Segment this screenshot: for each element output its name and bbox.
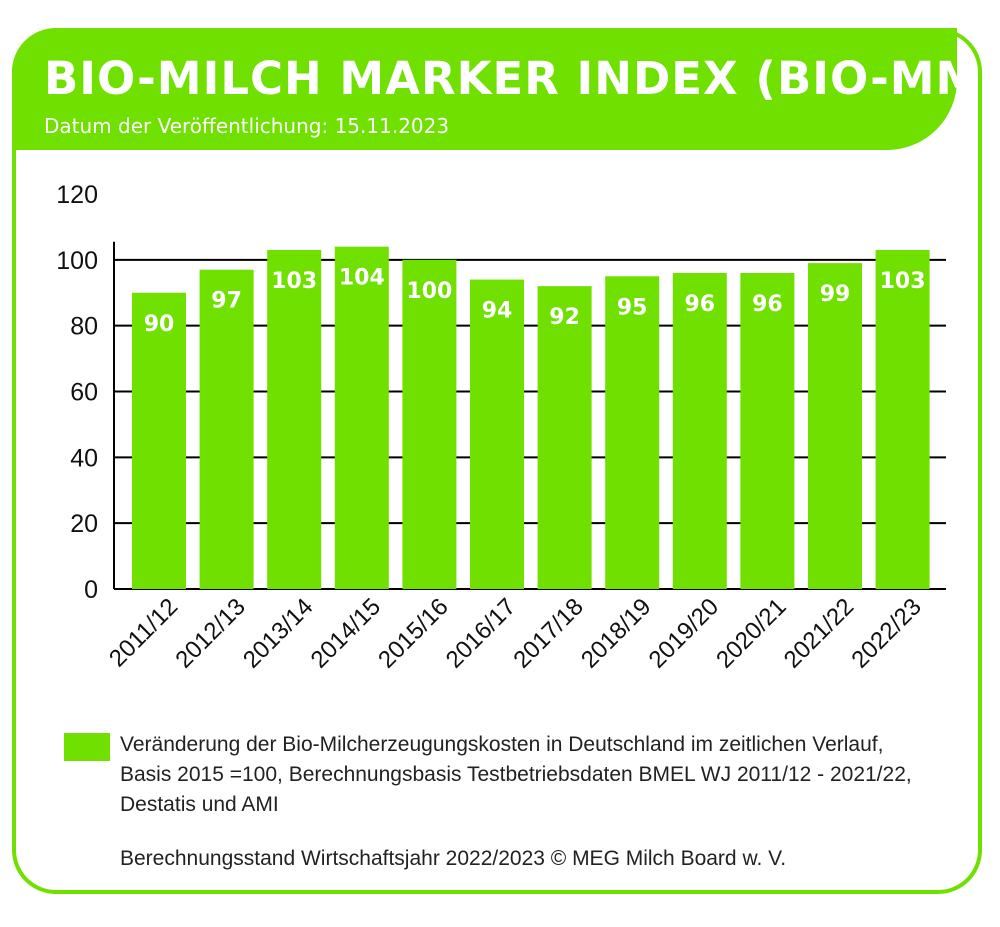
bar: [199, 269, 254, 589]
x-tick-label: 2015/16: [373, 593, 453, 673]
bar: [605, 276, 660, 589]
y-tick-label: 40: [70, 444, 98, 472]
bar-value-label: 103: [271, 269, 317, 294]
x-tick-label: 2020/21: [711, 593, 791, 673]
bar-value-label: 96: [752, 292, 783, 317]
bar: [875, 249, 930, 590]
x-tick-label: 2018/19: [576, 593, 656, 673]
chart-title: BIO-MILCH MARKER INDEX (BIO-MMI): [44, 52, 1000, 105]
bar-value-label: 90: [144, 312, 175, 337]
bar: [402, 259, 457, 589]
bar-value-label: 99: [820, 282, 851, 307]
x-tick-label: 2019/20: [644, 593, 724, 673]
x-tick-label: 2014/15: [306, 593, 386, 673]
bar-value-label: 103: [880, 269, 926, 294]
bar: [267, 249, 322, 590]
y-tick-label: 0: [84, 576, 98, 604]
bar: [537, 286, 592, 589]
publication-date: Datum der Veröffentlichung: 15.11.2023: [44, 114, 450, 138]
x-tick-label: 2012/13: [170, 593, 250, 673]
bar: [740, 273, 795, 589]
bar-value-label: 97: [211, 289, 242, 314]
y-tick-label: 60: [70, 379, 98, 407]
bar-value-label: 96: [684, 292, 715, 317]
x-tick-label: 2021/22: [779, 593, 859, 673]
bar-value-label: 92: [549, 305, 580, 330]
x-tick-label: 2016/17: [441, 593, 521, 673]
bar-value-label: 104: [339, 266, 385, 291]
y-tick-label: 120: [56, 181, 98, 209]
bar: [808, 263, 862, 589]
bar: [672, 273, 727, 589]
x-tick-label: 2017/18: [508, 593, 588, 673]
y-tick-label: 100: [56, 247, 98, 275]
y-tick-label: 20: [70, 510, 98, 538]
title-banner: [12, 28, 957, 150]
x-tick-label: 2022/23: [846, 593, 926, 673]
bar-value-label: 100: [406, 279, 452, 304]
bar: [132, 292, 186, 589]
source-note: Berechnungsstand Wirtschaftsjahr 2022/20…: [120, 847, 787, 870]
bar-value-label: 95: [617, 295, 648, 320]
y-tick-label: 80: [70, 313, 98, 341]
legend-swatch: [64, 733, 110, 761]
bar: [334, 246, 389, 589]
bar-value-label: 94: [482, 299, 513, 324]
bar: [470, 279, 524, 589]
x-tick-label: 2013/14: [238, 593, 318, 673]
legend-text: Veränderung der Bio-Milcherzeugungskoste…: [120, 733, 912, 816]
x-tick-label: 2011/12: [104, 593, 183, 672]
